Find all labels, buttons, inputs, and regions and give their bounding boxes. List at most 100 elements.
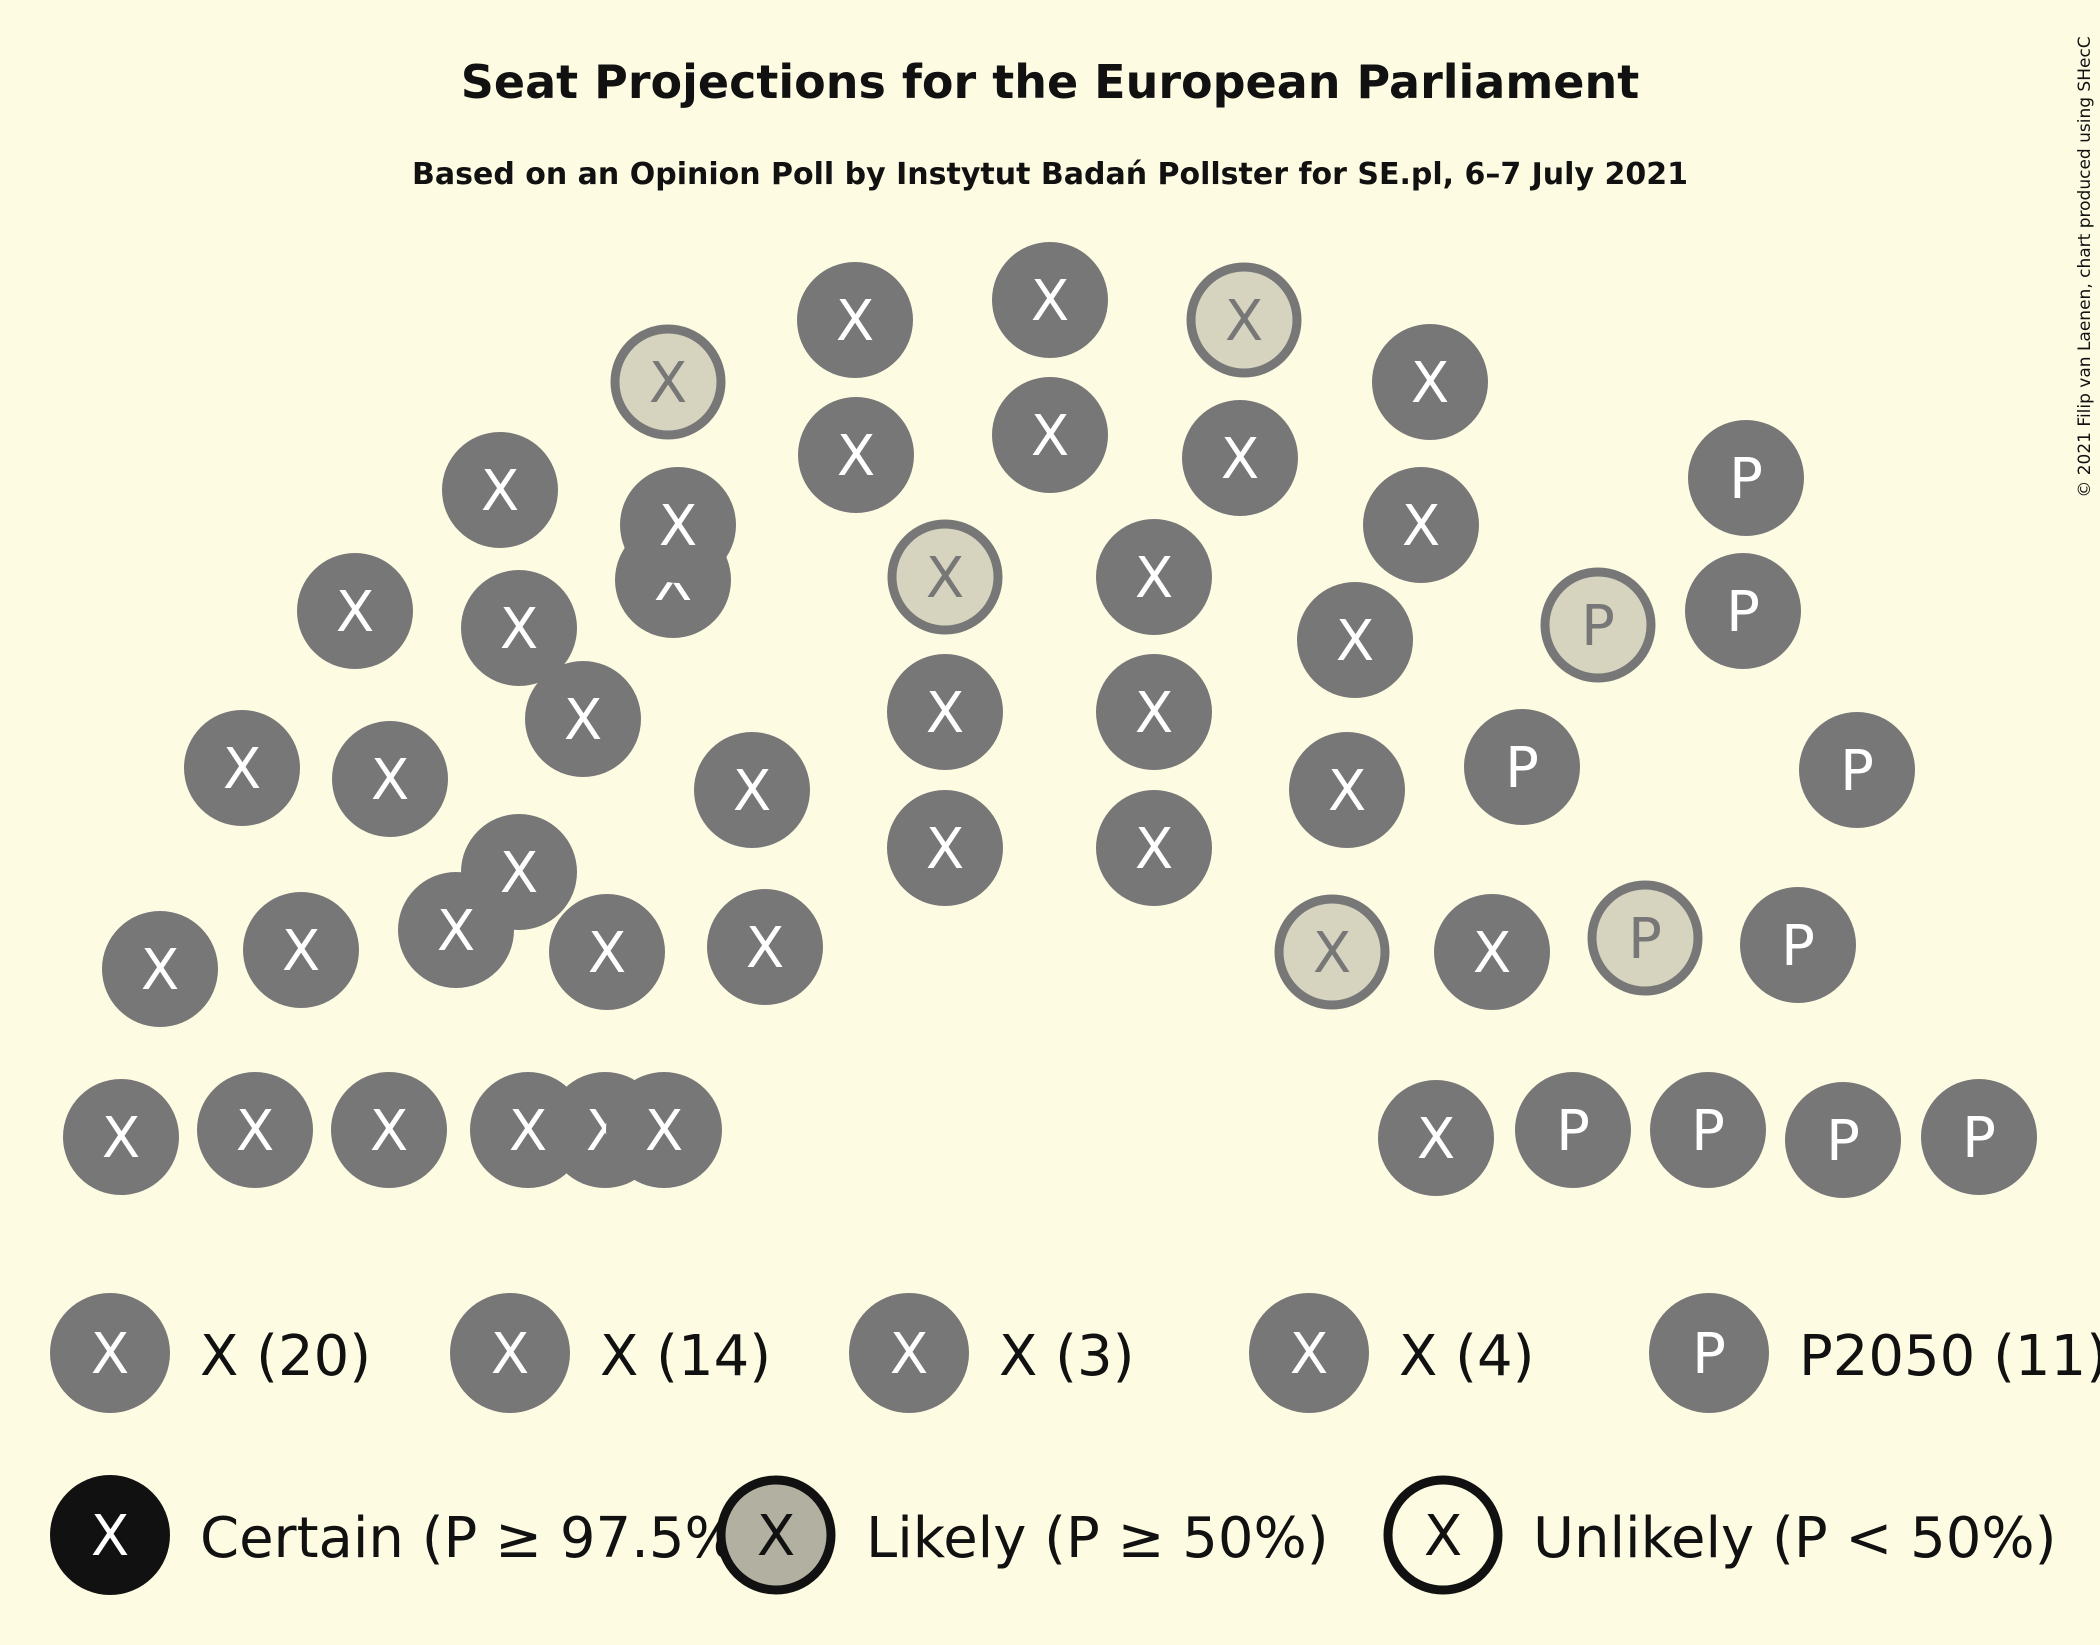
seat-circle [332, 721, 448, 837]
legend-item: X X (20) [50, 1293, 371, 1413]
seat-symbol: X [649, 351, 687, 416]
seat-circle [707, 889, 823, 1005]
seat: X [1372, 324, 1488, 440]
seat-symbol: P [1556, 1099, 1590, 1164]
seat: P [1921, 1079, 2037, 1195]
seat-circle [1096, 654, 1212, 770]
seat-circle [461, 814, 577, 930]
seat: X [549, 894, 665, 1010]
seat-circle [887, 519, 1003, 635]
legend-item: P P2050 (11) [1649, 1293, 2100, 1413]
seat-symbol: X [1402, 494, 1440, 559]
seat: X [525, 661, 641, 777]
seat-circle [1289, 732, 1405, 848]
legend-label: X (3) [999, 1324, 1135, 1389]
seat-symbol: X [509, 1099, 547, 1164]
seat-symbol: X [1031, 404, 1069, 469]
probability-swatch [1383, 1475, 1503, 1595]
chart-subtitle: Based on an Opinion Poll by Instytut Bad… [412, 157, 1688, 192]
seat-symbol: X [1225, 289, 1263, 354]
seat-circle [887, 654, 1003, 770]
seat-symbol: P [1826, 1109, 1860, 1174]
legend-item: X X (4) [1249, 1293, 1535, 1413]
seat-circle [1297, 582, 1413, 698]
seat-circle [1274, 894, 1390, 1010]
seat: X [1096, 519, 1212, 635]
seat: X [1363, 467, 1479, 583]
seat-symbol: X [500, 597, 538, 662]
legend-swatch [1249, 1293, 1369, 1413]
seat: X [1289, 732, 1405, 848]
seat-circle [331, 1072, 447, 1188]
seat-circle [1799, 712, 1915, 828]
seat-symbol: X [370, 1099, 408, 1164]
seat-symbol: X [746, 916, 784, 981]
seat-symbol: X [564, 688, 602, 753]
seat-symbol: X [1417, 1107, 1455, 1172]
seat-circle [1587, 880, 1703, 996]
seat: P [1515, 1072, 1631, 1188]
seat-likely: X [1186, 262, 1302, 378]
legend-label: X (14) [600, 1324, 771, 1389]
seat-circle [1182, 400, 1298, 516]
seat-symbol: X [336, 580, 374, 645]
seat-symbol: X [371, 748, 409, 813]
seat-symbol: X [1473, 921, 1511, 986]
seat: X [1096, 654, 1212, 770]
legend-symbol: X [491, 1322, 529, 1387]
seat: P [1688, 420, 1804, 536]
seat: X [992, 242, 1108, 358]
seat: X [297, 553, 413, 669]
seat: X [606, 1072, 722, 1188]
seat-circle [1378, 1080, 1494, 1196]
probability-legend-unlikely: X Unlikely (P < 50%) [1383, 1475, 2056, 1595]
seat: X [63, 1079, 179, 1195]
seat: X [102, 911, 218, 1027]
seat-circle [1096, 519, 1212, 635]
probability-symbol: X [91, 1504, 129, 1569]
seat-circle [1515, 1072, 1631, 1188]
probability-legend-likely: X Likely (P ≥ 50%) [716, 1475, 1329, 1595]
seat-symbol: X [836, 289, 874, 354]
seat: X [887, 790, 1003, 906]
seat: X [184, 710, 300, 826]
seat: X [1434, 894, 1550, 1010]
seat-symbol: X [588, 921, 626, 986]
seat-circle [1785, 1082, 1901, 1198]
seat-circle [102, 911, 218, 1027]
seat-symbol: P [1628, 907, 1662, 972]
seat-symbol: X [282, 919, 320, 984]
seat: X [197, 1072, 313, 1188]
seat-symbol: X [837, 424, 875, 489]
seat-likely: X [887, 519, 1003, 635]
probability-legend-certain: X Certain (P ≥ 97.5%) [50, 1475, 760, 1595]
seat-symbol: X [645, 1099, 683, 1164]
seat: X [461, 570, 577, 686]
seat-likely: X [1274, 894, 1390, 1010]
seat-symbol: X [1031, 269, 1069, 334]
seat: X [798, 397, 914, 513]
seat: P [1464, 709, 1580, 825]
seat-symbol: X [1135, 546, 1173, 611]
seat-circle [197, 1072, 313, 1188]
seat-symbol: X [659, 494, 697, 559]
seat-symbol: P [1962, 1106, 1996, 1171]
probability-swatch [50, 1475, 170, 1595]
seat-likely: P [1540, 567, 1656, 683]
seat-symbol: X [1411, 351, 1449, 416]
seat-symbol: X [1221, 427, 1259, 492]
seat-likely: P [1587, 880, 1703, 996]
seat-symbol: X [1135, 681, 1173, 746]
seat-circle [1685, 553, 1801, 669]
seat-circle [1688, 420, 1804, 536]
probability-symbol: X [1424, 1504, 1462, 1569]
seat: X [1378, 1080, 1494, 1196]
legend-label: P2050 (11) [1799, 1324, 2100, 1389]
seat-circle [442, 432, 558, 548]
seat-circle [1434, 894, 1550, 1010]
seat: X [797, 262, 913, 378]
seat-group: XXXXXXXXXXXXXXXXXXXXXXXXXXXXXXXXXXXXXXXX… [63, 242, 2037, 1198]
seat-circle [243, 892, 359, 1008]
seat-symbol: X [236, 1099, 274, 1164]
